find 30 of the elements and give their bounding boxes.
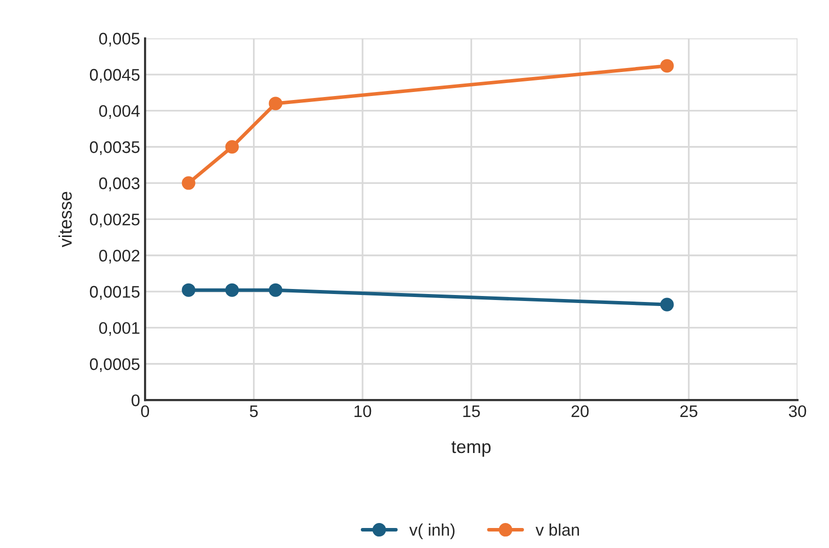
y-tick-label: 0,0035 <box>90 141 140 156</box>
y-tick-label: 0 <box>132 394 140 406</box>
y-tick-label: 0,0005 <box>90 358 140 372</box>
y-tick-label: 0,0045 <box>90 68 140 83</box>
x-tick-label: 25 <box>680 405 698 418</box>
x-tick-label: 15 <box>463 406 480 418</box>
y-tick-label: 0,001 <box>99 322 140 336</box>
point <box>660 59 674 73</box>
legend-label: v( inh) <box>409 524 455 540</box>
x-axis-title: temp <box>451 441 491 457</box>
y-tick-label: 0,004 <box>99 105 140 119</box>
y-tick-label: 0,003 <box>99 177 140 192</box>
y-tick-label: 0,002 <box>99 250 140 264</box>
point <box>225 283 239 297</box>
legend-label: v blan <box>536 524 579 536</box>
point <box>268 96 282 110</box>
y-tick-label: 0,0015 <box>90 286 140 300</box>
y-tick-label: 0,005 <box>99 32 140 47</box>
x-tick-label: 10 <box>354 405 372 418</box>
x-tick-label: 20 <box>572 405 589 418</box>
point <box>182 176 196 190</box>
y-tick-label: 0,0025 <box>90 214 140 228</box>
x-tick-label: 5 <box>250 406 258 418</box>
x-tick-label: 30 <box>788 405 806 418</box>
point <box>225 140 239 154</box>
point <box>182 283 196 297</box>
x-tick-label: 0 <box>141 405 150 418</box>
point <box>268 283 282 297</box>
point <box>660 298 674 312</box>
y-axis-title: vitesse <box>58 192 72 248</box>
